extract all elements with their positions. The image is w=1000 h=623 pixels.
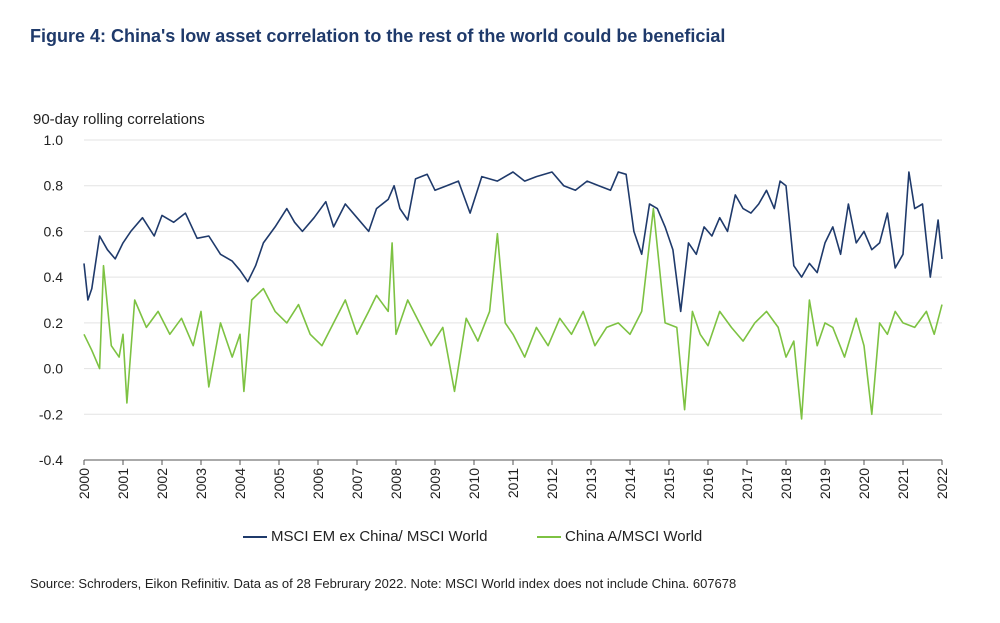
x-tick-label: 2005 bbox=[271, 468, 287, 499]
chart-legend: MSCI EM ex China/ MSCI World China A/MSC… bbox=[0, 528, 1000, 550]
y-tick-label: 1.0 bbox=[44, 132, 64, 148]
legend-label-china: China A/MSCI World bbox=[565, 528, 703, 545]
x-tick-label: 2013 bbox=[583, 468, 599, 499]
x-tick-label: 2021 bbox=[895, 468, 911, 499]
x-tick-label: 2012 bbox=[544, 468, 560, 499]
x-tick-label: 2015 bbox=[661, 468, 677, 499]
x-tick-label: 2008 bbox=[388, 468, 404, 499]
x-tick-label: 2000 bbox=[76, 468, 92, 499]
x-tick-label: 2010 bbox=[466, 468, 482, 499]
x-axis-ticks: 2000 2001 2002 2003 2004 2005 2006 2007 2008 2009… bbox=[76, 460, 950, 499]
source-note: Source: Schroders, Eikon Refinitiv. Data… bbox=[30, 576, 737, 591]
legend-swatch-china bbox=[537, 535, 561, 538]
y-tick-label: 0.8 bbox=[44, 178, 64, 194]
x-tick-label: 2001 bbox=[115, 468, 131, 499]
y-axis-ticks: -0.4 -0.2 0.0 0.2 0.4 0.6 0.8 1.0 bbox=[39, 132, 63, 468]
y-tick-label: 0.0 bbox=[44, 361, 64, 377]
x-tick-label: 2019 bbox=[817, 468, 833, 499]
x-tick-label: 2003 bbox=[193, 468, 209, 499]
legend-item-em: MSCI EM ex China/ MSCI World bbox=[243, 528, 487, 545]
y-axis-label: 90-day rolling correlations bbox=[33, 111, 205, 128]
x-tick-label: 2002 bbox=[154, 468, 170, 499]
chart-grid bbox=[84, 139, 942, 461]
x-tick-label: 2009 bbox=[427, 468, 443, 499]
x-tick-label: 2018 bbox=[778, 468, 794, 499]
x-tick-label: 2016 bbox=[700, 468, 716, 499]
x-tick-label: 2014 bbox=[622, 468, 638, 499]
chart-series bbox=[83, 171, 943, 420]
series-line-china-a bbox=[83, 207, 943, 420]
y-tick-label: 0.2 bbox=[44, 315, 64, 331]
x-tick-label: 2007 bbox=[349, 468, 365, 499]
y-tick-label: 0.6 bbox=[44, 223, 64, 239]
series-line-msci-em-ex-china bbox=[83, 171, 943, 313]
y-tick-label: 0.4 bbox=[44, 269, 64, 285]
x-tick-label: 2006 bbox=[310, 468, 326, 499]
y-tick-label: -0.2 bbox=[39, 406, 63, 422]
legend-label-em: MSCI EM ex China/ MSCI World bbox=[271, 528, 488, 545]
x-tick-label: 2004 bbox=[232, 468, 248, 499]
legend-item-china: China A/MSCI World bbox=[537, 528, 702, 545]
y-tick-label: -0.4 bbox=[39, 452, 63, 468]
x-tick-label: 2011 bbox=[505, 468, 521, 498]
legend-swatch-em bbox=[243, 535, 267, 538]
x-tick-label: 2022 bbox=[934, 468, 950, 499]
chart-title: Figure 4: China's low asset correlation … bbox=[30, 26, 726, 46]
x-tick-label: 2017 bbox=[739, 468, 755, 499]
x-tick-label: 2020 bbox=[856, 468, 872, 499]
